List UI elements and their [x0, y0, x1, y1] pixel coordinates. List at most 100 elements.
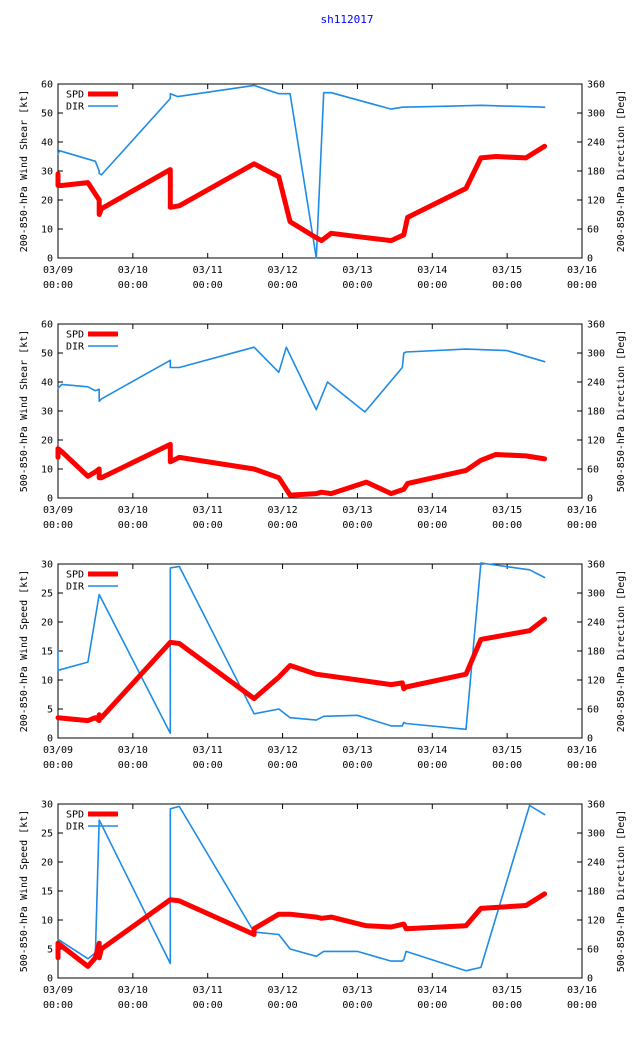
x-tick-time: 00:00 [567, 1000, 597, 1011]
y-tick-label: 30 [41, 800, 53, 811]
x-tick-date: 03/13 [342, 745, 372, 756]
series-dir-line [57, 346, 546, 413]
x-tick-time: 00:00 [417, 1000, 447, 1011]
x-tick-date: 03/09 [43, 505, 73, 516]
legend-label-dir: DIR [66, 102, 85, 113]
x-tick-date: 03/11 [193, 505, 223, 516]
x-tick-date: 03/15 [492, 505, 522, 516]
y-tick-label: 25 [41, 829, 53, 840]
x-tick-time: 00:00 [268, 1000, 298, 1011]
y-tick-label: 5 [47, 945, 53, 956]
x-tick-date: 03/11 [193, 985, 223, 996]
y2-tick-label: 300 [587, 829, 605, 840]
x-tick-time: 00:00 [268, 520, 298, 531]
x-tick-time: 00:00 [43, 760, 73, 771]
y-tick-label: 10 [41, 465, 53, 476]
y2-tick-label: 180 [587, 647, 605, 658]
y-tick-label: 40 [41, 378, 53, 389]
y2-tick-label: 60 [587, 705, 599, 716]
x-tick-date: 03/13 [342, 265, 372, 276]
x-tick-time: 00:00 [417, 280, 447, 291]
x-tick-date: 03/16 [567, 745, 597, 756]
x-tick-date: 03/10 [118, 265, 148, 276]
y-tick-label: 30 [41, 407, 53, 418]
x-tick-time: 00:00 [492, 520, 522, 531]
x-tick-time: 00:00 [43, 1000, 73, 1011]
x-tick-date: 03/15 [492, 745, 522, 756]
x-tick-time: 00:00 [193, 1000, 223, 1011]
x-tick-date: 03/14 [417, 745, 447, 756]
x-tick-time: 00:00 [43, 520, 73, 531]
x-tick-time: 00:00 [342, 520, 372, 531]
y2-tick-label: 60 [587, 945, 599, 956]
x-tick-date: 03/09 [43, 265, 73, 276]
y2-tick-label: 120 [587, 916, 605, 927]
x-tick-time: 00:00 [342, 280, 372, 291]
y-tick-label: 0 [47, 734, 53, 745]
series-spd-line [55, 441, 548, 498]
chart-panel-4: 05101520253006012018024030036003/0900:00… [19, 800, 627, 1012]
x-tick-time: 00:00 [193, 760, 223, 771]
y2-tick-label: 0 [587, 254, 593, 265]
y2-tick-label: 0 [587, 734, 593, 745]
y-axis-label: 200-850-hPa Wind Speed [kt] [19, 570, 30, 733]
x-tick-date: 03/13 [342, 985, 372, 996]
x-tick-time: 00:00 [268, 280, 298, 291]
y-tick-label: 20 [41, 858, 53, 869]
y2-tick-label: 120 [587, 196, 605, 207]
plot-frame [57, 563, 583, 739]
y-axis-label: 200-850-hPa Wind Shear [kt] [19, 90, 30, 253]
chart-panel-1: 0 10 20 30 40 50 60 0 60 120 180 240 300 360 03/09 00:0… [19, 80, 627, 292]
legend-label-spd: SPD [66, 570, 84, 581]
y2-tick-label: 240 [587, 618, 605, 629]
y-tick-label: 10 [41, 676, 53, 687]
y2-tick-label: 300 [587, 109, 605, 120]
y2-tick-label: 180 [587, 887, 605, 898]
y2-tick-label: 300 [587, 589, 605, 600]
y2-tick-label: 120 [587, 436, 605, 447]
x-tick-date: 03/12 [268, 745, 298, 756]
x-tick-time: 00:00 [118, 1000, 148, 1011]
x-tick-time: 00:00 [342, 760, 372, 771]
y-tick-label: 20 [41, 618, 53, 629]
y2-tick-label: 180 [587, 167, 605, 178]
x-tick-time: 00:00 [342, 1000, 372, 1011]
figure-title: sh112017 [321, 13, 374, 26]
y2-axis-label: 500-850-hPa Direction [Deg] [616, 810, 627, 973]
y-tick-label: 20 [41, 196, 53, 207]
y-tick-label: 20 [41, 436, 53, 447]
y2-tick-label: 0 [587, 974, 593, 985]
y-tick-label: 60 [41, 320, 53, 331]
y-tick-label: 10 [41, 916, 53, 927]
y2-tick-label: 60 [587, 465, 599, 476]
x-tick-date: 03/10 [118, 505, 148, 516]
x-tick-date: 03/16 [567, 985, 597, 996]
x-tick-date: 03/12 [268, 985, 298, 996]
x-tick-date: 03/11 [193, 745, 223, 756]
legend-label-spd: SPD [66, 330, 84, 341]
series-dir-line [57, 84, 546, 259]
x-tick-time: 00:00 [268, 760, 298, 771]
y2-tick-label: 360 [587, 560, 605, 571]
x-tick-time: 00:00 [193, 280, 223, 291]
y-tick-label: 0 [47, 974, 53, 985]
y-tick-label: 60 [41, 80, 53, 91]
x-tick-time: 00:00 [118, 760, 148, 771]
y-axis-label: 500-850-hPa Wind Shear [kt] [19, 330, 30, 493]
y-tick-label: 50 [41, 109, 53, 120]
y-tick-label: 40 [41, 138, 53, 149]
x-tick-date: 03/11 [193, 265, 223, 276]
y-tick-label: 50 [41, 349, 53, 360]
legend-label-spd: SPD [66, 810, 84, 821]
y2-tick-label: 240 [587, 138, 605, 149]
x-tick-date: 03/14 [417, 505, 447, 516]
y-tick-label: 30 [41, 167, 53, 178]
series-spd-line [55, 143, 548, 244]
x-tick-time: 00:00 [417, 520, 447, 531]
y-tick-label: 15 [41, 647, 53, 658]
legend-label-dir: DIR [66, 582, 85, 593]
x-tick-time: 00:00 [492, 280, 522, 291]
x-tick-date: 03/10 [118, 745, 148, 756]
y2-axis-label: 200-850-hPa Direction [Deg] [616, 570, 627, 733]
y2-tick-label: 300 [587, 349, 605, 360]
